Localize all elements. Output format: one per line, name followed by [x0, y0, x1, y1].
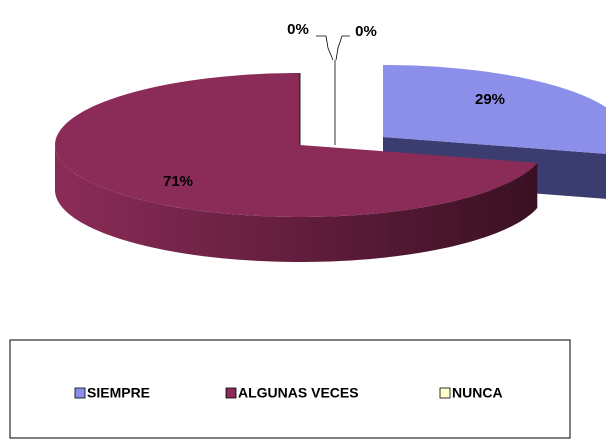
legend-swatch	[439, 387, 451, 399]
legend-label: SIEMPRE	[87, 385, 150, 401]
legend-swatch	[225, 387, 237, 399]
legend: SIEMPRE ALGUNAS VECES NUNCA	[74, 385, 503, 401]
leader-line	[335, 35, 350, 61]
data-label: 71%	[163, 173, 193, 190]
leader-line	[316, 35, 334, 61]
data-label: 29%	[475, 91, 505, 108]
legend-label: ALGUNAS VECES	[238, 385, 359, 401]
legend-swatch	[74, 387, 86, 399]
slice	[383, 65, 606, 154]
data-label: 0%	[355, 23, 377, 40]
legend-box	[9, 339, 571, 439]
data-label: 0%	[287, 21, 309, 38]
legend-label: NUNCA	[452, 385, 503, 401]
slice-wall	[55, 145, 538, 262]
pie: 29% 71% 0% 0%	[55, 21, 606, 262]
slice	[55, 73, 538, 217]
